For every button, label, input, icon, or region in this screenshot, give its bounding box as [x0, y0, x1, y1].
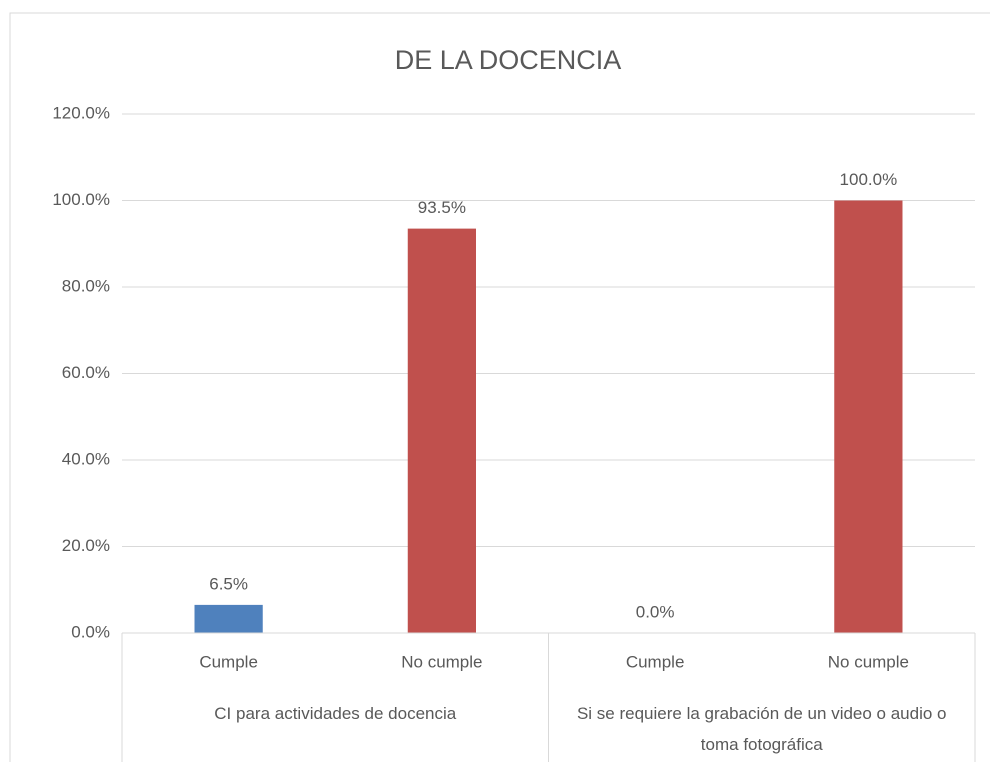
- x-tick-label: Cumple: [626, 652, 685, 671]
- x-tick-label: No cumple: [828, 652, 909, 671]
- bar: [407, 228, 476, 634]
- data-label: 93.5%: [418, 198, 466, 217]
- y-tick-label: 20.0%: [62, 536, 110, 555]
- chart-border: [9, 12, 990, 762]
- y-tick-label: 80.0%: [62, 276, 110, 295]
- bar: [194, 604, 263, 633]
- group-label: Si se requiere la grabación de un video …: [576, 704, 947, 754]
- x-tick-label: No cumple: [401, 652, 482, 671]
- data-label: 0.0%: [636, 602, 675, 621]
- y-tick-label: 120.0%: [52, 103, 110, 122]
- chart-title: DE LA DOCENCIA: [395, 45, 622, 75]
- y-tick-label: 100.0%: [52, 190, 110, 209]
- data-label: 100.0%: [840, 170, 898, 189]
- group-label: CI para actividades de docencia: [214, 704, 457, 723]
- y-tick-label: 0.0%: [71, 622, 110, 641]
- y-tick-label: 60.0%: [62, 363, 110, 382]
- x-tick-label: Cumple: [199, 652, 258, 671]
- bar: [834, 200, 903, 633]
- data-label: 6.5%: [209, 574, 248, 593]
- y-tick-label: 40.0%: [62, 449, 110, 468]
